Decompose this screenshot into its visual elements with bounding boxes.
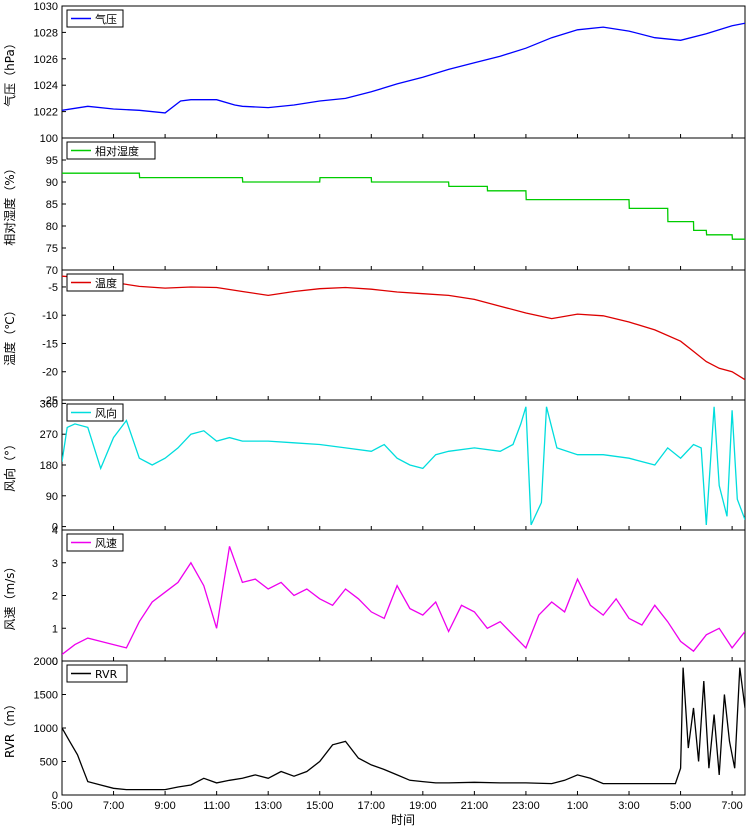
panel-5: 0 500 1000 1500 2000 RVR（m） RVR bbox=[3, 656, 746, 802]
legend-label: 相对湿度 bbox=[95, 144, 139, 158]
panel-frame bbox=[61, 137, 746, 271]
x-tick-label: 15:00 bbox=[306, 800, 334, 812]
series-line bbox=[62, 667, 745, 791]
y-tick-label: 70 bbox=[46, 265, 58, 277]
y-tick-label: 80 bbox=[46, 221, 58, 233]
y-tick-label: -15 bbox=[42, 338, 58, 350]
y-tick-label: 1028 bbox=[34, 27, 58, 39]
panel-4: 0 1 2 3 4 风速（m/s） 风速 bbox=[3, 525, 746, 668]
x-tick-label: 1:00 bbox=[567, 800, 588, 812]
y-tick-label: -10 bbox=[42, 310, 58, 322]
y-tick-label: 360 bbox=[40, 398, 58, 410]
legend-label: RVR bbox=[95, 668, 118, 681]
y-tick-label: 0 bbox=[52, 522, 58, 534]
y-tick-label: 0 bbox=[52, 790, 58, 802]
panel-frame bbox=[61, 660, 746, 796]
y-tick-label: 1 bbox=[52, 623, 58, 635]
panel-0: 1022 1024 1026 1028 1030 气压（hPa） 气压 bbox=[2, 1, 746, 139]
y-tick-label: -5 bbox=[48, 282, 58, 294]
panel-frame bbox=[61, 5, 746, 139]
series-line bbox=[62, 406, 745, 526]
y-axis-title: 风向（°） bbox=[2, 438, 17, 492]
panel-2: -25 -20 -15 -10 -5 温度（℃） 温度 bbox=[2, 269, 746, 407]
x-tick-label: 21:00 bbox=[461, 800, 489, 812]
series-line bbox=[62, 546, 745, 656]
legend-label: 风向 bbox=[95, 406, 117, 420]
y-tick-label: 1030 bbox=[34, 1, 58, 13]
y-tick-label: 100 bbox=[40, 133, 58, 145]
x-tick-label: 3:00 bbox=[618, 800, 639, 812]
y-tick-label: 1026 bbox=[34, 54, 58, 66]
y-tick-label: 1022 bbox=[34, 107, 58, 119]
y-tick-label: 4 bbox=[52, 525, 58, 537]
series-line bbox=[62, 22, 745, 114]
y-tick-label: 1000 bbox=[34, 723, 58, 735]
x-axis-title: 时间 bbox=[391, 813, 415, 827]
y-tick-label: 2000 bbox=[34, 656, 58, 668]
y-tick-label: 180 bbox=[40, 460, 58, 472]
legend-box bbox=[66, 273, 124, 292]
y-tick-label: 270 bbox=[40, 429, 58, 441]
y-tick-label: 500 bbox=[40, 757, 58, 769]
x-tick-label: 5:00 bbox=[670, 800, 691, 812]
panels-group: 10221024102610281030气压（hPa）气压70758085909… bbox=[2, 1, 746, 802]
x-axis: 5:00 7:00 9:00 11:00 13:00 15:00 17:00 19:00 21:… bbox=[51, 800, 743, 812]
x-tick-label: 19:00 bbox=[409, 800, 437, 812]
y-axis-title: 相对湿度（%） bbox=[2, 162, 17, 245]
y-axis-title: 风速（m/s） bbox=[3, 561, 17, 631]
x-tick-label: 5:00 bbox=[51, 800, 72, 812]
legend-box bbox=[66, 9, 124, 28]
x-tick-label: 23:00 bbox=[512, 800, 540, 812]
legend-label: 风速 bbox=[95, 537, 117, 550]
series-line bbox=[62, 172, 745, 240]
panel-frame bbox=[61, 399, 746, 531]
panel-frame bbox=[61, 529, 746, 662]
y-tick-label: 1500 bbox=[34, 690, 58, 702]
y-tick-label: 0 bbox=[52, 656, 58, 668]
x-tick-label: 7:00 bbox=[721, 800, 742, 812]
x-tick-label: 17:00 bbox=[358, 800, 386, 812]
x-tick-label: 9:00 bbox=[154, 800, 175, 812]
legend-box bbox=[66, 533, 124, 552]
y-axis-title: 温度（℃） bbox=[2, 304, 17, 365]
y-tick-label: 75 bbox=[46, 243, 58, 255]
panel-1: 70 75 80 85 90 95 100 相对湿度（%） 相对湿度 bbox=[2, 133, 746, 277]
y-tick-label: 95 bbox=[46, 155, 58, 167]
y-axis-title: RVR（m） bbox=[3, 698, 17, 758]
series-line bbox=[62, 275, 745, 381]
x-tick-label: 11:00 bbox=[203, 800, 230, 812]
legend-box bbox=[66, 141, 156, 160]
panel-frame bbox=[61, 269, 746, 401]
panel-3: 0 90 180 270 360 风向（°） 风向 bbox=[2, 398, 746, 534]
y-tick-label: 3 bbox=[52, 558, 58, 570]
legend-box bbox=[66, 664, 128, 683]
y-tick-label: -20 bbox=[42, 367, 58, 379]
y-tick-label: 90 bbox=[46, 177, 58, 189]
y-tick-label: 1024 bbox=[34, 80, 58, 92]
y-tick-label: 85 bbox=[46, 199, 58, 211]
y-tick-label: -25 bbox=[42, 395, 58, 407]
y-axis-title: 气压（hPa） bbox=[2, 37, 17, 107]
x-tick-label: 7:00 bbox=[103, 800, 124, 812]
legend-label: 气压 bbox=[95, 12, 117, 26]
legend-box bbox=[66, 403, 124, 422]
legend-label: 温度 bbox=[95, 276, 117, 290]
y-tick-label: 90 bbox=[46, 491, 58, 503]
x-tick-label: 13:00 bbox=[254, 800, 282, 812]
y-tick-label: 2 bbox=[52, 591, 58, 603]
